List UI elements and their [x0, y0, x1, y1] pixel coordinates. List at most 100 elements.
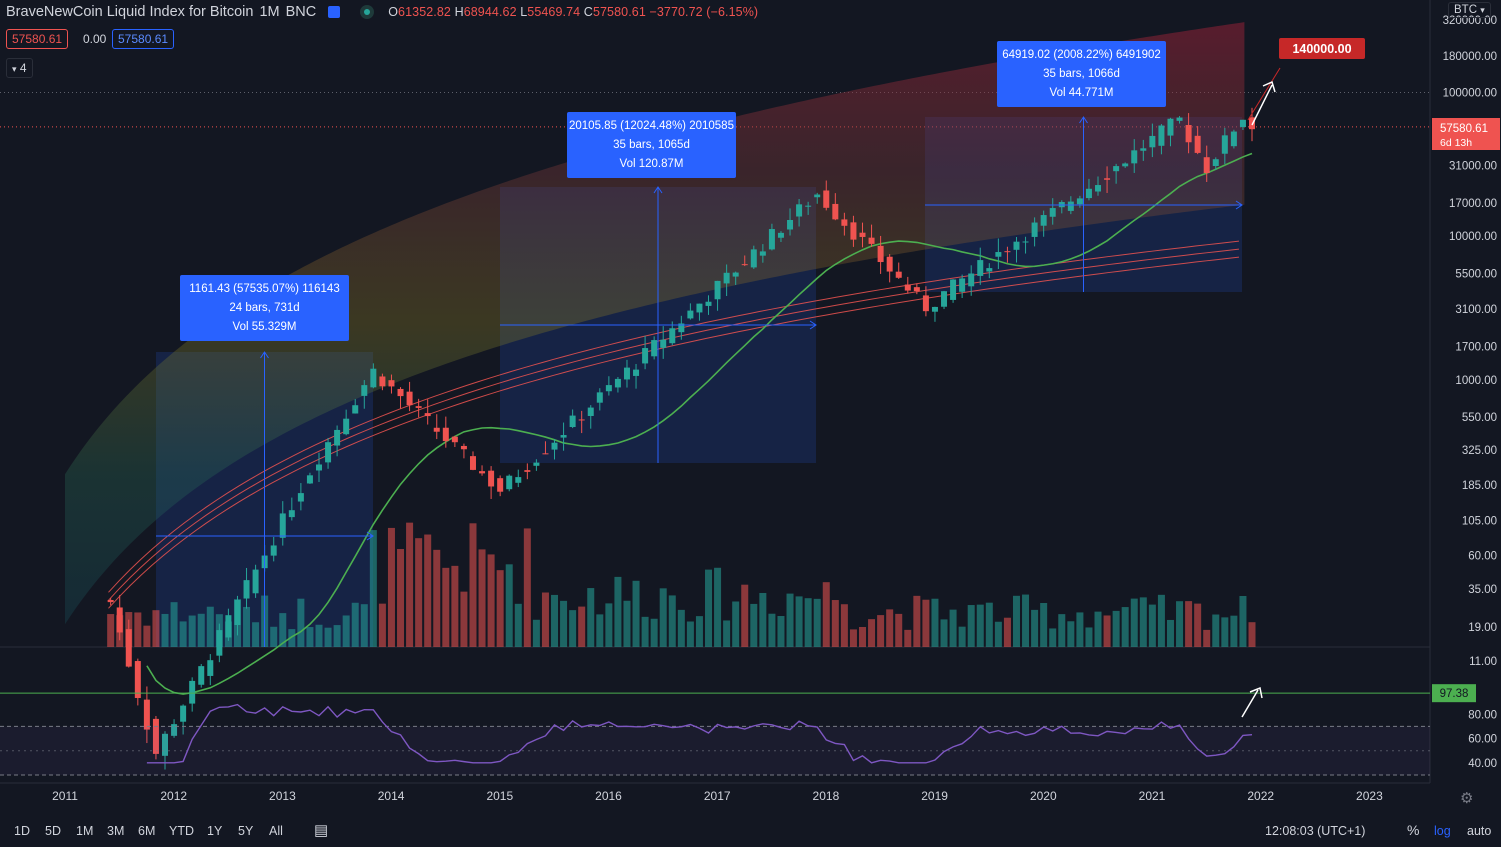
range-button-6m[interactable]: 6M: [138, 824, 156, 838]
target-price-label: 140000.00: [1279, 38, 1365, 59]
flag-icon[interactable]: [328, 6, 341, 18]
candle-body: [1013, 241, 1020, 250]
volume-bar: [378, 603, 386, 647]
volume-bar: [514, 603, 522, 647]
auto-toggle[interactable]: auto: [1467, 824, 1492, 838]
measure-label-box: 64919.02 (2008.22%) 6491902 35 bars, 1066…: [997, 41, 1166, 107]
volume-bar: [342, 615, 350, 647]
volume-bar: [1212, 614, 1220, 647]
candle-body: [279, 513, 286, 538]
measure-label-bg: [180, 275, 349, 341]
range-button-3m[interactable]: 3M: [107, 824, 125, 838]
candle-body: [252, 569, 259, 594]
bid-price-pill[interactable]: 57580.61: [6, 29, 69, 49]
range-button-1d[interactable]: 1D: [14, 824, 30, 838]
candle-body: [107, 599, 114, 603]
candle-body: [433, 427, 440, 432]
time-axis-tick: 2016: [595, 789, 622, 803]
volume-bar: [1112, 610, 1120, 647]
candle-body: [361, 385, 368, 396]
range-button-1m[interactable]: 1M: [76, 824, 94, 838]
volume-bar: [768, 613, 776, 647]
candle-body: [379, 376, 386, 387]
currency-button[interactable]: BTC ▾: [1448, 2, 1491, 18]
time-axis-tick: 2023: [1356, 789, 1383, 803]
measure-label-line: 64919.02 (2008.22%) 6491902: [1002, 49, 1161, 61]
calendar-icon[interactable]: ▤: [314, 822, 329, 839]
candle-body: [777, 232, 784, 238]
candle-body: [125, 629, 132, 667]
volume-bar: [369, 530, 377, 647]
volume-bar: [243, 606, 251, 647]
candle-body: [714, 280, 721, 300]
candle-body: [460, 445, 467, 450]
candle-body: [1140, 148, 1147, 151]
volume-bar: [306, 627, 314, 647]
volume-bar: [759, 592, 767, 647]
last-price-bg: [1432, 118, 1500, 150]
candle-body: [877, 245, 884, 263]
candle-body: [469, 456, 476, 470]
ask-price-pill[interactable]: 57580.61: [112, 29, 175, 49]
candle-body: [506, 475, 513, 490]
candle-body: [198, 666, 205, 685]
candle-body: [623, 367, 630, 380]
volume-bar: [1103, 615, 1111, 647]
range-button-all[interactable]: All: [269, 824, 283, 838]
symbol-title[interactable]: BraveNewCoin Liquid Index for Bitcoin: [6, 4, 254, 20]
volume-bar: [279, 613, 287, 647]
candle-body: [288, 510, 295, 518]
range-button-5d[interactable]: 5D: [45, 824, 61, 838]
candle-body: [614, 378, 621, 388]
candle-body: [642, 348, 649, 364]
price-axis-tick: 550.00: [1462, 412, 1497, 424]
range-button-ytd[interactable]: YTD: [169, 824, 194, 838]
volume-bar: [523, 528, 531, 647]
candle-body: [189, 680, 196, 704]
volume-bar: [406, 522, 414, 647]
candle-body: [904, 284, 911, 291]
volume-bar: [804, 598, 812, 647]
range-button-5y[interactable]: 5Y: [238, 824, 254, 838]
measure-label-bg: [567, 112, 736, 178]
candle-body: [1149, 135, 1156, 148]
gear-icon[interactable]: ⚙: [1460, 790, 1474, 807]
volume-bar: [750, 603, 758, 647]
candle-body: [352, 405, 359, 414]
candle-body: [397, 388, 404, 397]
chevron-down-icon: ▾: [12, 64, 17, 74]
volume-bar: [940, 619, 948, 647]
time-axis-tick: 2011: [52, 789, 78, 803]
indicators-toggle[interactable]: ▾ 4: [6, 58, 33, 78]
volume-bar: [152, 610, 160, 647]
volume-bar: [351, 602, 359, 647]
volume-bar: [270, 626, 278, 647]
candle-body: [415, 406, 422, 408]
time-axis-tick: 2019: [921, 789, 948, 803]
candle-body: [1239, 119, 1246, 128]
volume-bar: [1003, 617, 1011, 647]
price-axis-tick: 5500.00: [1455, 268, 1497, 280]
rsi-badge-bg: [1432, 684, 1476, 703]
volume-bar: [777, 615, 785, 647]
log-toggle[interactable]: log: [1434, 824, 1451, 838]
range-button-1y[interactable]: 1Y: [207, 824, 223, 838]
clock-time[interactable]: 12:08:03 (UTC+1): [1265, 824, 1366, 838]
measure-label-line: 1161.43 (57535.07%) 116143: [189, 283, 339, 295]
percent-toggle[interactable]: %: [1407, 822, 1420, 838]
candle-body: [162, 733, 169, 756]
support-line: [108, 256, 1240, 609]
volume-bar: [478, 549, 486, 647]
volume-bar: [686, 621, 694, 647]
interval-label[interactable]: 1M: [259, 4, 280, 20]
volume-bar: [451, 565, 459, 647]
candle-body: [823, 190, 830, 208]
candle-body: [315, 464, 322, 471]
bar-countdown-text: 6d 13h: [1440, 137, 1472, 149]
volume-bar: [252, 622, 260, 647]
rsi-axis-tick: 80.00: [1468, 709, 1497, 721]
volume-bar: [324, 627, 332, 647]
candle-body: [1203, 157, 1210, 174]
volume-bar: [560, 600, 568, 647]
